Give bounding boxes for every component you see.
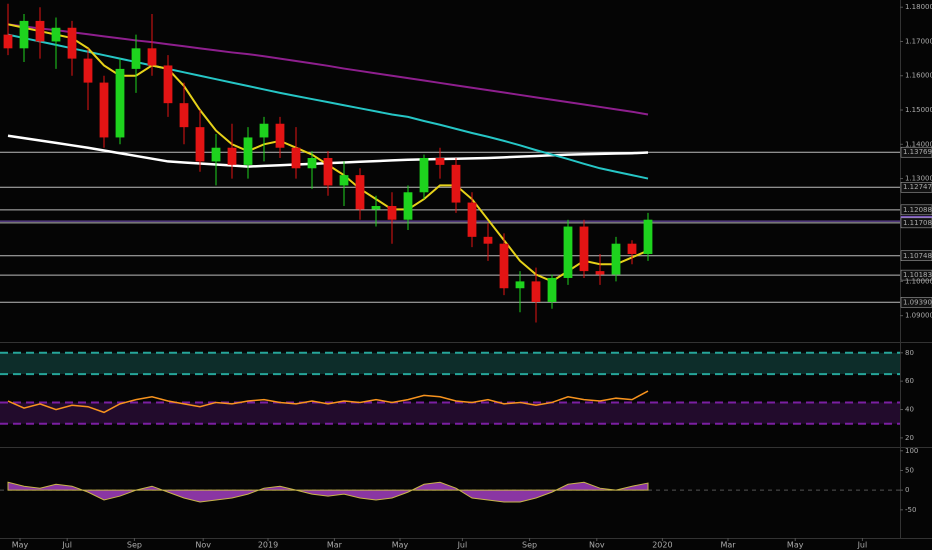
y-tick-label: 1.16000 (905, 72, 932, 80)
candle-body (371, 205, 381, 210)
x-tick-label: Mar (720, 541, 736, 550)
candle-body (291, 147, 301, 169)
x-tick-label: Sep (127, 541, 142, 550)
candle-body (147, 48, 157, 66)
x-tick-label: May (787, 541, 804, 550)
candle-body (99, 82, 109, 138)
moving-average (7, 23, 649, 116)
level-label: 1.10183 (903, 271, 932, 279)
x-tick-label: May (12, 541, 29, 550)
candle-body (307, 158, 317, 169)
y-tick-label: 0 (905, 486, 909, 494)
y-tick-label: 1.14000 (905, 140, 932, 148)
candle-body (531, 281, 541, 302)
candle-body (579, 226, 589, 272)
level-label: 1.11708 (903, 219, 932, 227)
x-tick-label: Nov (195, 541, 211, 550)
candle-body (595, 271, 605, 275)
y-tick-label: 1.17000 (905, 37, 932, 45)
y-tick-label: 1.15000 (905, 106, 932, 114)
candle-body (19, 20, 29, 49)
x-tick-label: Sep (522, 541, 537, 550)
candle-body (243, 137, 253, 165)
level-label: 1.10748 (903, 252, 932, 260)
y-tick-label: 50 (905, 466, 914, 474)
candle-body (131, 48, 141, 69)
candle-body (435, 158, 445, 165)
y-tick-label: 1.10000 (905, 277, 932, 285)
x-tick-label: Jul (457, 541, 468, 550)
band (0, 402, 900, 424)
moving-average (7, 33, 649, 180)
candle-body (67, 27, 77, 59)
x-tick-label: 2019 (258, 541, 278, 550)
candle-body (83, 58, 93, 83)
candle-body (179, 103, 189, 128)
x-tick-label: May (392, 541, 409, 550)
candle-body (35, 20, 45, 42)
candle-body (3, 34, 13, 49)
candle-body (51, 27, 61, 42)
y-tick-label: -50 (905, 506, 916, 514)
candle-body (547, 277, 557, 302)
level-label-box (900, 181, 932, 193)
candle-body (467, 202, 477, 237)
candle-body (451, 164, 461, 203)
level-label-box (900, 297, 932, 308)
candle-body (483, 236, 493, 244)
rsi-line (7, 390, 649, 414)
level-label: 1.12747 (903, 183, 932, 191)
candle-body (387, 205, 397, 220)
candle-body (643, 219, 653, 254)
level-label-box (900, 204, 932, 216)
y-tick-label: 80 (905, 349, 914, 357)
x-tick-label: 2020 (652, 541, 672, 550)
x-tick-label: Jul (857, 541, 868, 550)
candle-body (515, 281, 525, 289)
candle-body (227, 147, 237, 165)
candle-body (195, 127, 205, 162)
momentum-area (7, 481, 649, 503)
band (0, 352, 900, 375)
level-label: 1.13769 (903, 148, 932, 156)
y-tick-label: 1.18000 (905, 3, 932, 11)
candle-body (211, 147, 221, 162)
level-label-box (900, 269, 932, 281)
candle-body (499, 243, 509, 289)
candle-body (627, 243, 637, 254)
level-label: 1.09390 (903, 298, 932, 306)
candle-body (403, 192, 413, 220)
candle-body (355, 175, 365, 210)
y-tick-label: 60 (905, 377, 914, 385)
candle-body (419, 158, 429, 193)
level-label: 1.12088 (903, 206, 932, 214)
y-tick-label: 20 (905, 434, 914, 442)
level-label-box (900, 250, 932, 262)
candle-body (611, 243, 621, 275)
y-tick-label: 40 (905, 406, 914, 414)
candle-body (163, 65, 173, 104)
y-tick-label: 100 (905, 447, 918, 455)
x-tick-label: Nov (589, 541, 605, 550)
level-label-box (900, 146, 932, 158)
candle-body (323, 158, 333, 186)
candle-body (115, 68, 125, 138)
y-tick-label: 1.09000 (905, 312, 932, 320)
y-tick-label: 1.13000 (905, 175, 932, 183)
candle-body (339, 175, 349, 186)
level-label-box (900, 217, 932, 229)
candle-body (563, 226, 573, 278)
x-tick-label: Jul (61, 541, 72, 550)
candle-body (275, 123, 285, 148)
candle-body (259, 123, 269, 138)
x-tick-label: Mar (327, 541, 343, 550)
